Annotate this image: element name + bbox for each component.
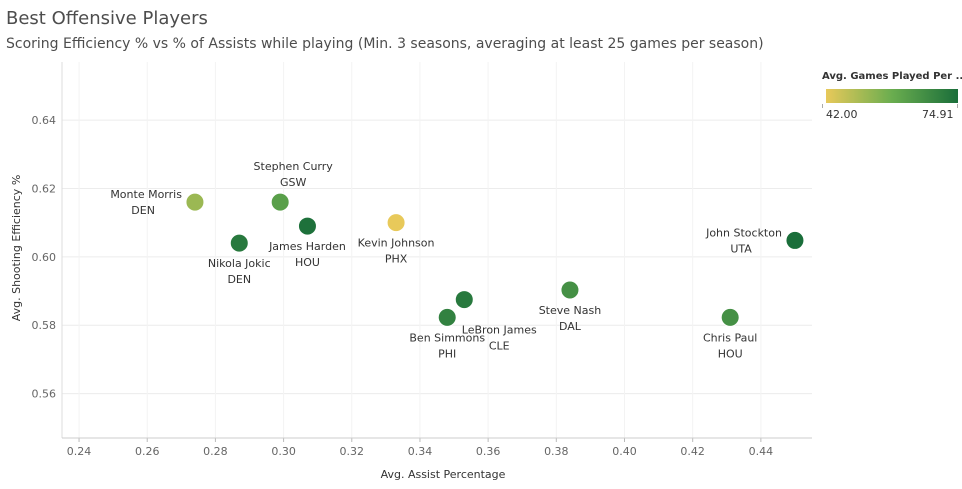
y-tick-label: 0.58 — [32, 319, 57, 332]
data-point-kevin-johnson[interactable] — [386, 213, 406, 233]
data-point-nikola-jokic[interactable] — [229, 233, 249, 253]
point-label-name: James Harden — [268, 240, 346, 253]
x-axis-title: Avg. Assist Percentage — [381, 468, 506, 481]
legend-ticks — [822, 104, 958, 108]
point-label-name: Kevin Johnson — [358, 237, 435, 250]
chart-title: Best Offensive Players — [6, 8, 208, 29]
x-tick-label: 0.32 — [340, 445, 365, 458]
point-label-team: GSW — [280, 176, 307, 189]
point-label-name: Ben Simmons — [409, 331, 485, 344]
point-label-team: DEN — [131, 204, 155, 217]
point-label-name: Steve Nash — [539, 304, 602, 317]
chart-subtitle: Scoring Efficiency % vs % of Assists whi… — [6, 36, 764, 52]
data-point-ben-simmons[interactable] — [437, 307, 457, 327]
data-point-lebron-james[interactable] — [454, 290, 474, 310]
x-tick-label: 0.38 — [544, 445, 569, 458]
point-label-name: LeBron James — [462, 324, 537, 337]
y-tick-label: 0.56 — [32, 388, 57, 401]
point-label-team: PHX — [385, 253, 408, 266]
point-label-name: Monte Morris — [110, 188, 182, 201]
data-point-john-stockton[interactable] — [785, 230, 805, 250]
x-tick-label: 0.24 — [67, 445, 92, 458]
data-point-chris-paul[interactable] — [720, 307, 740, 327]
data-point-james-harden[interactable] — [297, 216, 317, 236]
y-axis-title: Avg. Shooting Efficiency % — [10, 175, 23, 322]
point-label-team: HOU — [295, 256, 320, 269]
x-tick-label: 0.26 — [135, 445, 160, 458]
legend-min-label: 42.00 — [826, 108, 858, 121]
legend-color-gradient — [826, 89, 958, 103]
x-tick-label: 0.44 — [749, 445, 774, 458]
x-tick-label: 0.28 — [203, 445, 228, 458]
point-label-name: Stephen Curry — [254, 160, 334, 173]
point-label-team: CLE — [489, 340, 510, 353]
legend-max-label: 74.91 — [922, 108, 954, 121]
y-tick-label: 0.60 — [32, 251, 57, 264]
y-tick-label: 0.64 — [32, 114, 57, 127]
data-point-stephen-curry[interactable] — [270, 192, 290, 212]
point-label-team: UTA — [730, 242, 752, 255]
x-tick-label: 0.42 — [680, 445, 705, 458]
y-tick-label: 0.62 — [32, 182, 57, 195]
point-label-name: John Stockton — [705, 226, 782, 239]
data-point-monte-morris[interactable] — [185, 192, 205, 212]
point-label-name: Chris Paul — [703, 331, 757, 344]
x-tick-label: 0.36 — [476, 445, 501, 458]
x-tick-label: 0.40 — [612, 445, 637, 458]
point-label-name: Nikola Jokic — [208, 257, 271, 270]
legend-title[interactable]: Avg. Games Played Per .. — [822, 71, 962, 82]
x-tick-label: 0.30 — [271, 445, 296, 458]
data-point-steve-nash[interactable] — [560, 280, 580, 300]
point-label-team: HOU — [718, 347, 743, 360]
point-label-team: PHI — [438, 347, 456, 360]
x-tick-label: 0.34 — [408, 445, 433, 458]
point-label-team: DEN — [227, 273, 251, 286]
point-label-team: DAL — [559, 320, 582, 333]
